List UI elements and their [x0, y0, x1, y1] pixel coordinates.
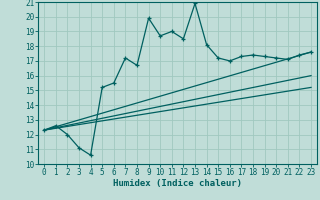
- X-axis label: Humidex (Indice chaleur): Humidex (Indice chaleur): [113, 179, 242, 188]
